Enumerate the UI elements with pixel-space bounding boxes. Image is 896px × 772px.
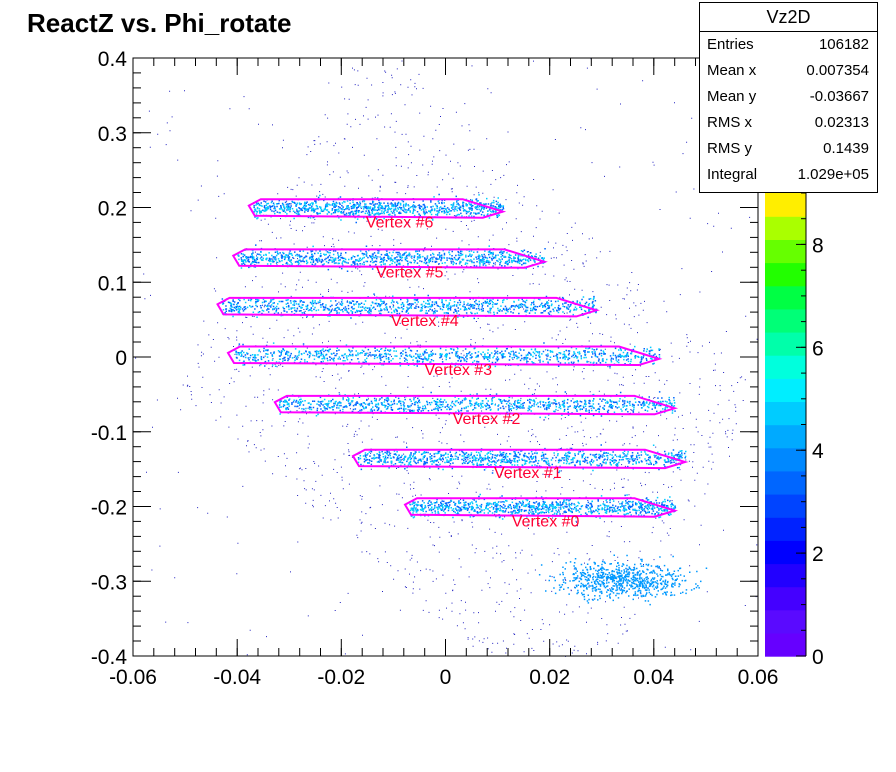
stats-value: 106182 [818, 36, 869, 53]
colorbar-segment [765, 331, 806, 356]
axes: -0.06 -0.04 -0.02 0 0.02 0.04 0.06 0.4 0.3 0.2 0.1… [91, 48, 779, 689]
vertex-label: Vertex #4 [391, 313, 459, 330]
vertex-label: Vertex #6 [366, 215, 434, 232]
colorbar-segment [765, 540, 806, 565]
stats-row: RMS x 0.02313 [700, 110, 877, 136]
band-points [357, 444, 686, 474]
colorbar-segment [765, 239, 806, 264]
x-tick-label: -0.04 [213, 666, 261, 689]
colorbar-tick-label: 0 [812, 646, 824, 669]
scatter-points [135, 58, 758, 657]
band-points [409, 493, 676, 520]
colorbar-tick-label: 6 [812, 337, 824, 360]
vertex-cut-outline [216, 296, 600, 318]
stats-row: Mean x 0.007354 [700, 58, 877, 84]
colorbar-segment [765, 424, 806, 449]
chart-title: ReactZ vs. Phi_rotate [27, 8, 292, 38]
x-tick-label: 0 [440, 666, 452, 689]
colorbar-tick-label: 4 [812, 440, 824, 463]
colorbar-segment [765, 216, 806, 240]
band-points [232, 342, 661, 368]
colorbar-segment [765, 494, 806, 518]
stats-row: Mean y -0.03667 [700, 84, 877, 110]
vertex-cut-outline [351, 448, 689, 470]
colorbar-segment [765, 632, 806, 657]
colorbar-segment [765, 355, 806, 379]
band-points [409, 494, 677, 520]
colorbar-segment [765, 563, 806, 588]
stats-label: Mean x [707, 62, 757, 79]
band-points [357, 444, 687, 472]
stats-label: Entries [707, 36, 754, 53]
stats-title: Vz2D [700, 3, 877, 32]
vertex-cut-outline [231, 248, 548, 269]
colorbar-tick-label: 8 [812, 234, 824, 257]
vertex-cut-outline [226, 345, 663, 367]
y-tick-label: -0.1 [91, 422, 127, 445]
y-tick-label: 0.2 [98, 198, 127, 221]
colorbar-segment [765, 262, 806, 287]
x-tick-label: -0.02 [317, 666, 365, 689]
colorbar-segment [765, 401, 806, 426]
x-tick-label: 0.06 [738, 666, 779, 689]
stats-value: 0.1439 [823, 140, 869, 157]
colorbar-segment [765, 378, 806, 402]
stats-row: Entries 106182 [700, 32, 877, 58]
colorbar-segment [765, 285, 806, 310]
band-points [221, 295, 597, 318]
vertex-label: Vertex #2 [453, 411, 521, 428]
stats-value: -0.03667 [809, 88, 869, 105]
vertex-cuts: Vertex #6 Vertex #5 Vertex #4 Vertex #3 Vert… [216, 198, 689, 531]
colorbar-segment [765, 586, 806, 611]
x-tick-label: -0.06 [109, 666, 157, 689]
y-tick-label: -0.2 [91, 497, 127, 520]
band-points [278, 391, 676, 417]
stats-row: Integral 1.029e+05 [700, 162, 877, 188]
vertex-label: Vertex #0 [512, 514, 580, 531]
colorbar-tick-label: 2 [812, 543, 824, 566]
stats-label: Integral [707, 166, 758, 183]
stats-value: 0.007354 [806, 62, 869, 79]
band-points [238, 244, 546, 272]
cluster-points [538, 554, 708, 606]
vertex-cut-outline [273, 394, 679, 416]
band-points [237, 245, 545, 270]
stats-value: 0.02313 [814, 114, 869, 131]
stats-row: RMS y 0.1439 [700, 136, 877, 162]
vertex-label: Vertex #5 [376, 265, 444, 282]
colorbar: 8 6 4 2 0 [765, 192, 824, 669]
colorbar-segment [765, 609, 806, 634]
y-tick-label: -0.4 [91, 646, 128, 669]
colorbar-segment [765, 447, 806, 472]
colorbar-segment [765, 517, 806, 541]
colorbar-segment [765, 308, 806, 333]
vertex-label: Vertex #3 [425, 362, 493, 379]
vertex-label: Vertex #1 [494, 465, 562, 482]
colorbar-segment [765, 193, 806, 217]
stats-value: 1.029e+05 [797, 166, 869, 183]
stats-rows: Entries 106182 Mean x 0.007354 Mean y -0.0366… [700, 32, 877, 188]
stats-label: RMS x [707, 114, 752, 131]
colorbar-segment [765, 470, 806, 495]
y-tick-label: 0.4 [98, 48, 128, 71]
y-tick-label: 0 [115, 347, 127, 370]
x-tick-label: 0.02 [529, 666, 570, 689]
vertex-cut-outline [403, 497, 679, 518]
vertex-cut-outline [247, 198, 507, 219]
y-tick-label: 0.3 [98, 123, 127, 146]
x-tick-label: 0.04 [633, 666, 674, 689]
stats-label: Mean y [707, 88, 757, 105]
y-tick-label: -0.3 [91, 571, 127, 594]
stats-box: Vz2D Entries 106182 Mean x 0.007354 Mean y -0… [699, 2, 878, 193]
y-tick-label: 0.1 [98, 272, 127, 295]
stats-label: RMS y [707, 140, 752, 157]
band-points [278, 393, 676, 419]
band-points [253, 193, 505, 224]
